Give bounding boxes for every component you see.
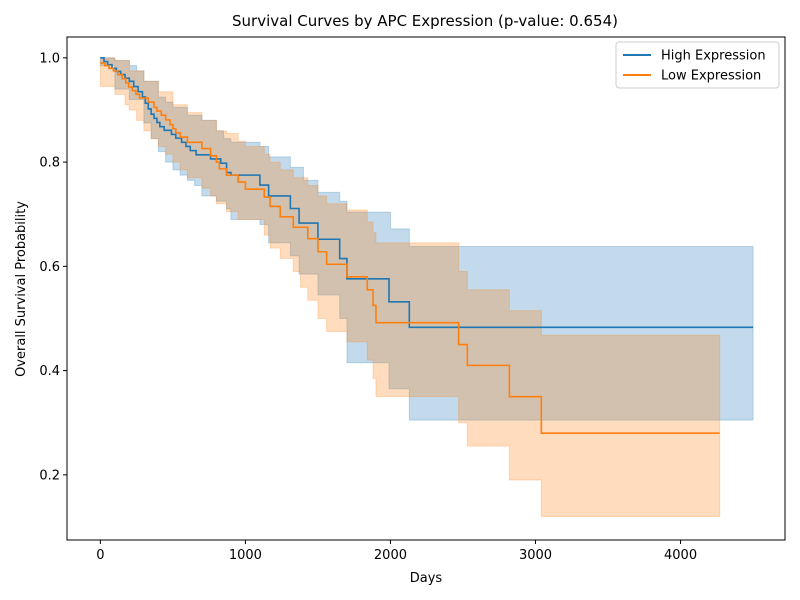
legend-label-low-expression: Low Expression — [661, 69, 761, 84]
x-tick-label: 1000 — [229, 548, 262, 563]
legend: High Expression Low Expression — [615, 41, 780, 89]
y-tick-label: 1.0 — [39, 51, 60, 66]
legend-label-high-expression: High Expression — [661, 49, 766, 64]
x-tick-label: 3000 — [519, 548, 552, 563]
x-axis-ticks: 0 1000 2000 3000 4000 — [96, 540, 697, 563]
y-tick-label: 0.6 — [39, 260, 60, 275]
x-tick-label: 4000 — [664, 548, 697, 563]
confidence-band-low-expression — [99, 57, 721, 518]
chart-title: Survival Curves by APC Expression (p-val… — [232, 12, 618, 30]
confidence-band-high-expression — [99, 57, 754, 421]
confidence-bands — [99, 57, 754, 518]
y-tick-label: 0.8 — [39, 156, 60, 171]
y-axis-ticks: 0.2 0.4 0.6 0.8 1.0 — [39, 51, 67, 483]
x-tick-label: 0 — [96, 548, 104, 563]
y-axis-label: Overall Survival Probability — [14, 201, 29, 377]
y-tick-label: 0.2 — [39, 468, 60, 483]
survival-lines — [100, 57, 754, 434]
y-tick-label: 0.4 — [39, 364, 60, 379]
legend-box — [615, 41, 780, 89]
survival-line-low-expression — [100, 62, 720, 434]
x-tick-label: 2000 — [374, 548, 407, 563]
plot-frame — [66, 36, 786, 541]
x-axis-label: Days — [410, 571, 443, 586]
